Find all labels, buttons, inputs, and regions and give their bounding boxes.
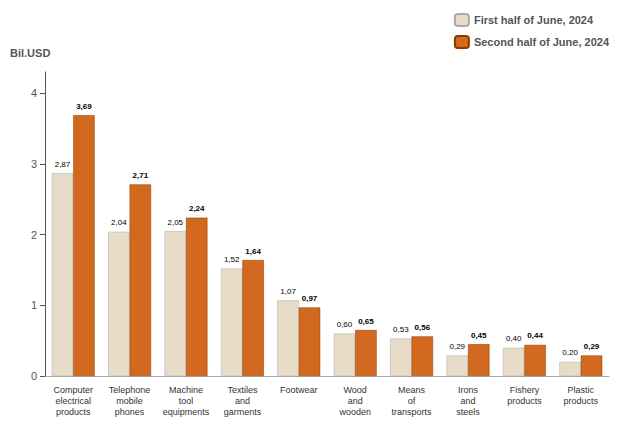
svg-text:First half of June, 2024: First half of June, 2024 (474, 14, 594, 26)
svg-text:Footwear: Footwear (280, 385, 318, 395)
svg-text:1,52: 1,52 (224, 255, 240, 264)
svg-text:Machine: Machine (169, 385, 203, 395)
svg-text:0,29: 0,29 (584, 342, 600, 351)
svg-text:steels: steels (456, 407, 480, 417)
svg-text:3: 3 (31, 158, 37, 170)
svg-text:Textiles: Textiles (227, 385, 258, 395)
svg-text:and: and (348, 396, 363, 406)
svg-text:and: and (460, 396, 475, 406)
svg-text:Irons: Irons (458, 385, 479, 395)
svg-text:products: products (564, 396, 599, 406)
svg-text:Fishery: Fishery (510, 385, 540, 395)
svg-text:2,71: 2,71 (133, 171, 149, 180)
svg-text:0,44: 0,44 (527, 331, 543, 340)
svg-text:Means: Means (398, 385, 426, 395)
svg-text:Wood: Wood (344, 385, 367, 395)
svg-text:2,05: 2,05 (167, 218, 183, 227)
svg-text:Telephone: Telephone (109, 385, 151, 395)
svg-text:2,24: 2,24 (189, 204, 205, 213)
svg-text:Computer: Computer (53, 385, 93, 395)
svg-text:wooden: wooden (338, 407, 371, 417)
svg-text:4: 4 (31, 87, 37, 99)
svg-text:Second half of June, 2024: Second half of June, 2024 (474, 36, 610, 48)
svg-text:2,04: 2,04 (111, 218, 127, 227)
svg-text:0,53: 0,53 (393, 325, 409, 334)
svg-text:0,97: 0,97 (302, 294, 318, 303)
svg-text:2: 2 (31, 229, 37, 241)
svg-text:1,64: 1,64 (245, 247, 261, 256)
svg-text:1: 1 (31, 299, 37, 311)
svg-text:0,40: 0,40 (506, 334, 522, 343)
svg-text:products: products (56, 407, 91, 417)
svg-text:Bil.USD: Bil.USD (10, 47, 50, 59)
svg-text:mobile: mobile (116, 396, 143, 406)
svg-text:tool: tool (179, 396, 194, 406)
svg-text:garments: garments (224, 407, 262, 417)
svg-text:0,29: 0,29 (449, 342, 465, 351)
svg-text:transports: transports (392, 407, 433, 417)
svg-text:products: products (507, 396, 542, 406)
svg-text:0,65: 0,65 (358, 317, 374, 326)
svg-text:Plastic: Plastic (568, 385, 595, 395)
svg-text:0: 0 (31, 370, 37, 382)
svg-text:equipments: equipments (163, 407, 210, 417)
svg-text:0,56: 0,56 (415, 323, 431, 332)
svg-text:of: of (408, 396, 416, 406)
svg-text:3,69: 3,69 (76, 102, 92, 111)
svg-text:0,20: 0,20 (562, 348, 578, 357)
svg-text:phones: phones (115, 407, 145, 417)
svg-text:2,87: 2,87 (55, 160, 71, 169)
svg-text:electrical: electrical (55, 396, 91, 406)
svg-text:1,07: 1,07 (280, 287, 296, 296)
svg-text:0,60: 0,60 (337, 320, 353, 329)
svg-text:0,45: 0,45 (471, 331, 487, 340)
svg-text:and: and (235, 396, 250, 406)
